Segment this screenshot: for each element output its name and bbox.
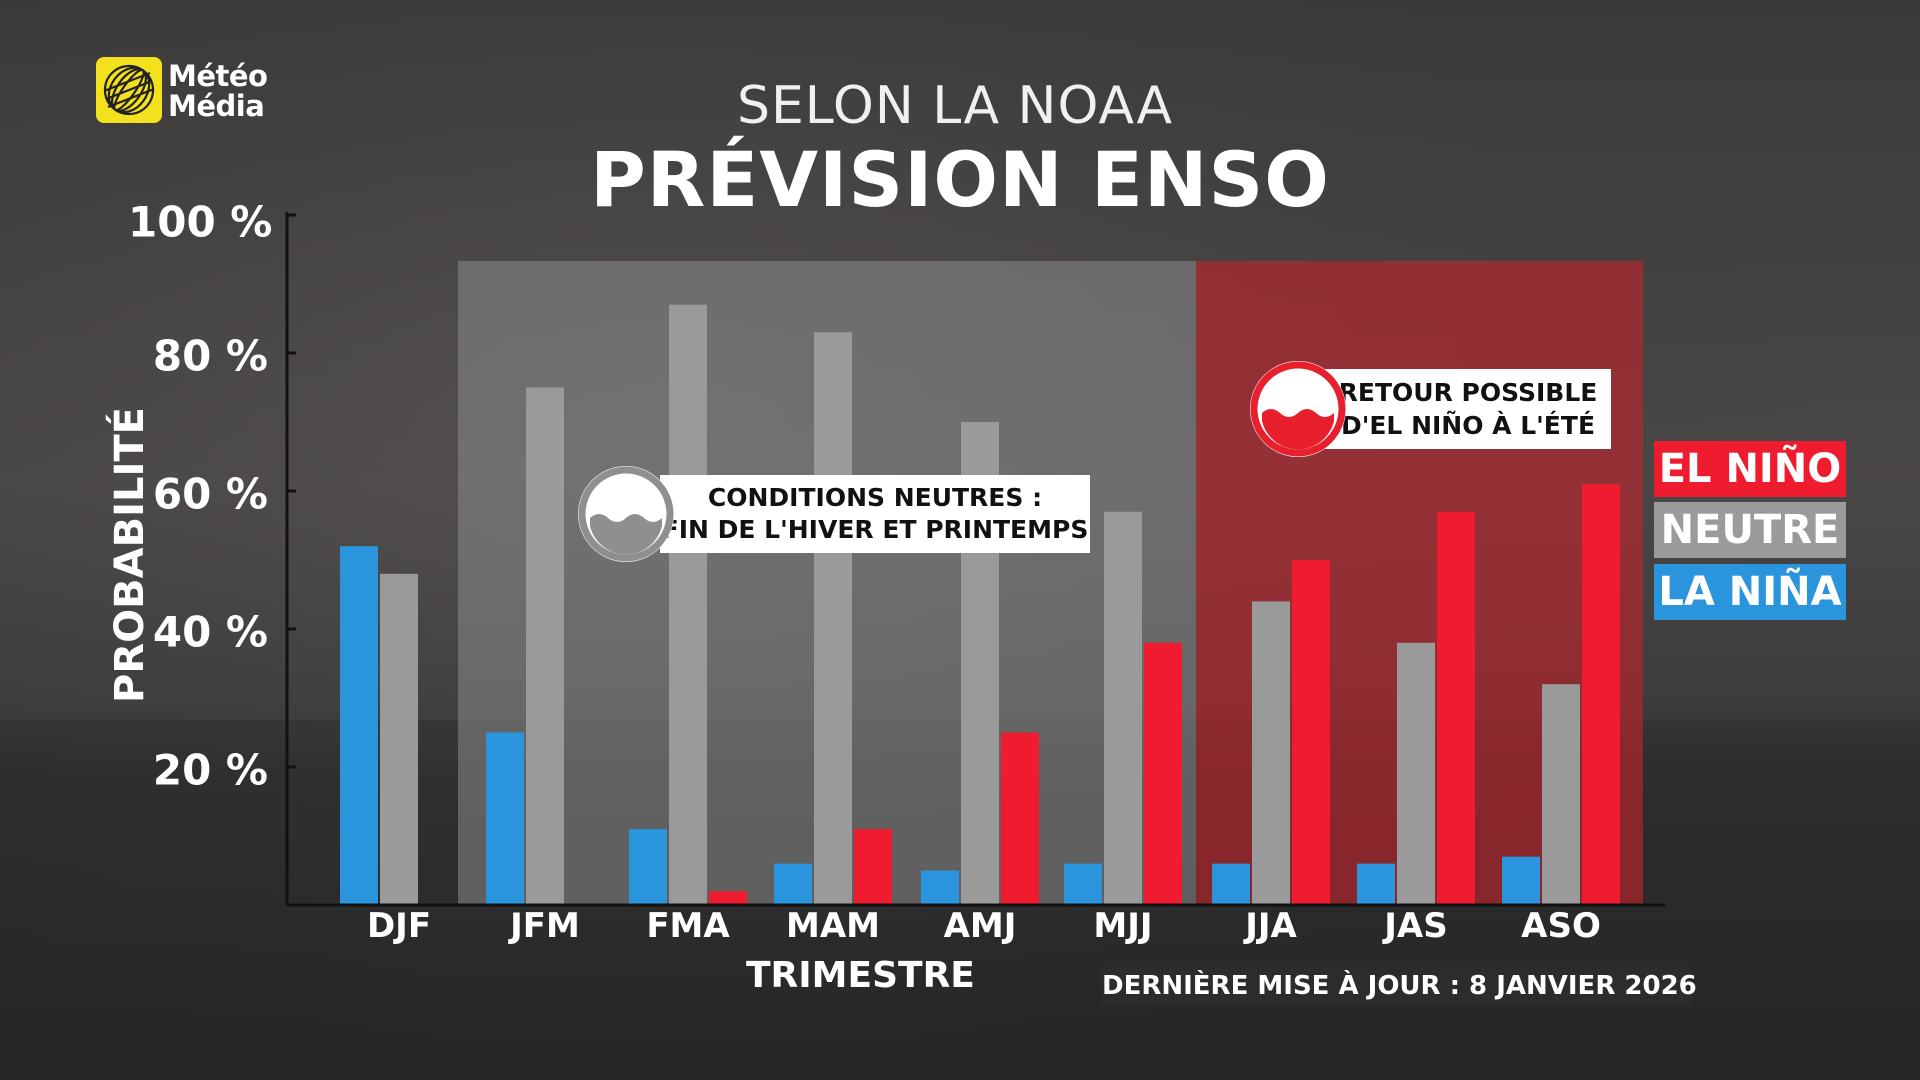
y-tick-label: 20 % [152, 745, 268, 795]
bar-neutre-mam [814, 332, 852, 905]
bar-el-ni-o-mam [854, 829, 892, 905]
bar-la-ni-a-amj [921, 870, 959, 905]
water-waves-icon [1250, 361, 1346, 457]
x-tick-label: JJA [1245, 906, 1297, 946]
bar-la-ni-a-jja [1212, 863, 1250, 905]
bar-neutre-jja [1252, 601, 1290, 905]
bar-la-ni-a-jas [1357, 863, 1395, 905]
legend-neutre: NEUTRE [1654, 502, 1846, 558]
logo-line-1: Météo [168, 59, 268, 93]
bar-neutre-fma [669, 304, 707, 905]
globe-icon [96, 57, 162, 123]
x-tick-label: ASO [1521, 906, 1601, 946]
bar-el-ni-o-mjj [1144, 642, 1182, 905]
y-tick-label: 40 % [152, 607, 268, 657]
last-update-label: DERNIÈRE MISE À JOUR : 8 JANVIER 2026 [1102, 966, 1697, 1006]
legend-el-nino: EL NIÑO [1654, 441, 1846, 497]
legend-la-nina: LA NIÑA [1654, 564, 1846, 620]
callout-line-1: CONDITIONS NEUTRES : [707, 483, 1043, 512]
y-axis-label: PROBABILITÉ [107, 407, 153, 703]
x-tick-label: MAM [786, 906, 880, 946]
callout-line-2: D'EL NIÑO À L'ÉTÉ [1340, 411, 1596, 440]
bar-la-ni-a-mjj [1064, 863, 1102, 905]
bar-el-ni-o-aso [1582, 484, 1620, 905]
bar-neutre-mjj [1104, 511, 1142, 905]
x-axis-label: TRIMESTRE [746, 955, 975, 996]
callout-line-1: RETOUR POSSIBLE [1338, 378, 1598, 407]
bar-el-ni-o-jas [1437, 511, 1475, 905]
x-tick-label: FMA [646, 906, 730, 946]
bar-la-ni-a-jfm [486, 732, 524, 905]
chart-subtitle: SELON LA NOAA [736, 76, 1174, 136]
callout-line-2: FIN DE L'HIVER ET PRINTEMPS [661, 515, 1089, 544]
bar-la-ni-a-aso [1502, 856, 1540, 905]
y-tick-label: 80 % [152, 331, 268, 381]
bar-el-ni-o-fma [709, 891, 747, 905]
bar-neutre-jfm [526, 387, 564, 905]
meteomedia-logo: Météo Média [96, 57, 296, 127]
bar-neutre-aso [1542, 684, 1580, 905]
bar-el-ni-o-amj [1001, 732, 1039, 905]
y-tick-label: 60 % [152, 469, 268, 519]
bar-la-ni-a-fma [629, 829, 667, 905]
x-tick-label: DJF [366, 906, 432, 946]
logo-wordmark: Météo Média [168, 59, 268, 123]
chart-title: PRÉVISION ENSO [590, 135, 1330, 224]
x-tick-label: AMJ [943, 906, 1017, 946]
bar-la-ni-a-djf [340, 546, 378, 905]
x-tick-label: MJJ [1093, 906, 1153, 946]
y-tick-label: 100 % [128, 197, 273, 247]
bar-neutre-djf [380, 573, 418, 905]
x-tick-label: JAS [1384, 906, 1448, 946]
neutral-conditions-callout: CONDITIONS NEUTRES : FIN DE L'HIVER ET P… [660, 475, 1090, 553]
x-tick-label: JFM [510, 906, 580, 946]
bar-la-ni-a-mam [774, 863, 812, 905]
bar-neutre-jas [1397, 642, 1435, 905]
water-waves-icon [578, 466, 674, 562]
bar-el-ni-o-jja [1292, 560, 1330, 905]
logo-line-2: Média [168, 89, 265, 123]
el-nino-callout: RETOUR POSSIBLE D'EL NIÑO À L'ÉTÉ [1325, 369, 1611, 449]
